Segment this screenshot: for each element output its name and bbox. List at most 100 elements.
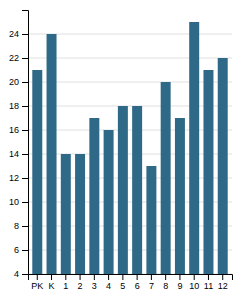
x-tick: 2	[78, 274, 83, 291]
grid-line	[28, 154, 232, 155]
bar	[203, 70, 213, 274]
y-tick-label: 6	[14, 245, 19, 255]
x-tick: 8	[163, 274, 168, 291]
bar	[146, 166, 156, 274]
grid	[28, 34, 232, 274]
y-tick-label: 4	[14, 269, 19, 279]
grid-line	[28, 202, 232, 203]
y-tick: 12	[9, 173, 28, 183]
x-tick: 10	[189, 274, 199, 291]
bar	[75, 154, 85, 274]
x-tick: 5	[120, 274, 125, 291]
bars	[32, 22, 227, 274]
grid-line	[28, 250, 232, 251]
x-tick-mark	[179, 274, 180, 280]
y-tick: 24	[9, 29, 28, 39]
y-tick-label: 14	[9, 149, 19, 159]
x-tick-mark	[122, 274, 123, 280]
x-tick-label: 4	[106, 281, 111, 291]
y-tick-label: 20	[9, 77, 19, 87]
x-tick: 6	[135, 274, 140, 291]
grid-line	[28, 178, 232, 179]
x-tick-label: 3	[92, 281, 97, 291]
x-axis-line	[29, 275, 233, 281]
y-tick-label: 8	[14, 221, 19, 231]
x-axis: PKK123456789101112	[29, 274, 233, 291]
bar	[118, 106, 128, 274]
x-tick-label: K	[49, 281, 55, 291]
y-tick: 8	[14, 221, 28, 231]
y-tick-label: 18	[9, 101, 19, 111]
x-tick-mark	[194, 274, 195, 280]
y-tick-mark	[22, 106, 28, 107]
plot: PKK1234567891011124681012141618202224	[9, 11, 233, 296]
x-tick: 11	[204, 274, 213, 291]
y-tick-mark	[22, 226, 28, 227]
bar	[47, 34, 57, 274]
y-tick: 14	[9, 149, 28, 159]
grid-line	[28, 82, 232, 83]
y-tick-label: 22	[9, 53, 19, 63]
y-tick-mark	[22, 274, 28, 275]
x-tick-mark	[94, 274, 95, 280]
y-tick-mark	[22, 250, 28, 251]
grid-line	[28, 226, 232, 227]
grid-line	[28, 58, 232, 59]
bar	[189, 22, 199, 274]
x-tick: 7	[149, 274, 154, 291]
y-tick-label: 12	[9, 173, 19, 183]
bar	[104, 130, 114, 274]
y-tick-mark	[22, 58, 28, 59]
x-tick-label: 11	[204, 281, 213, 291]
bar	[161, 82, 171, 274]
x-tick-label: 2	[78, 281, 83, 291]
x-tick: PK	[31, 274, 43, 291]
x-tick-mark	[208, 274, 209, 280]
y-tick: 6	[14, 245, 28, 255]
y-axis: 4 6 8 10 12 14 16 18 20 22 24	[9, 11, 29, 280]
chart: PKK1234567891011124681012141618202224	[0, 0, 240, 296]
bar	[61, 154, 71, 274]
grid-line	[28, 106, 232, 107]
bar	[218, 58, 228, 274]
x-tick-mark	[165, 274, 166, 280]
x-tick-mark	[137, 274, 138, 280]
y-tick-mark	[22, 34, 28, 35]
x-tick-mark	[37, 274, 38, 280]
y-tick-label: 10	[9, 197, 19, 207]
x-tick-label: 1	[63, 281, 68, 291]
x-tick: 1	[63, 274, 68, 291]
x-tick-label: 5	[120, 281, 125, 291]
y-tick-mark	[22, 202, 28, 203]
y-tick-label: 16	[9, 125, 19, 135]
y-tick-mark	[22, 130, 28, 131]
x-tick-mark	[151, 274, 152, 280]
x-tick-label: 12	[218, 281, 228, 291]
y-tick: 10	[9, 197, 28, 207]
y-tick: 18	[9, 101, 28, 111]
y-axis-line	[22, 11, 29, 275]
x-tick-mark	[108, 274, 109, 280]
y-tick: 16	[9, 125, 28, 135]
bar	[32, 70, 42, 274]
x-tick-label: 10	[189, 281, 199, 291]
x-tick-mark	[51, 274, 52, 280]
y-tick-label: 24	[9, 29, 19, 39]
x-tick-mark	[80, 274, 81, 280]
y-tick: 20	[9, 77, 28, 87]
x-tick-label: 8	[163, 281, 168, 291]
bar	[175, 118, 185, 274]
grid-line	[28, 130, 232, 131]
x-tick-mark	[65, 274, 66, 280]
grid-line	[28, 34, 232, 35]
x-tick-label: 6	[135, 281, 140, 291]
y-tick-mark	[22, 82, 28, 83]
y-tick: 22	[9, 53, 28, 63]
x-tick: 9	[177, 274, 182, 291]
y-tick-mark	[22, 154, 28, 155]
y-tick: 4	[14, 269, 28, 279]
bar	[89, 118, 99, 274]
x-tick: 3	[92, 274, 97, 291]
x-tick: 4	[106, 274, 111, 291]
x-tick-label: PK	[31, 281, 43, 291]
